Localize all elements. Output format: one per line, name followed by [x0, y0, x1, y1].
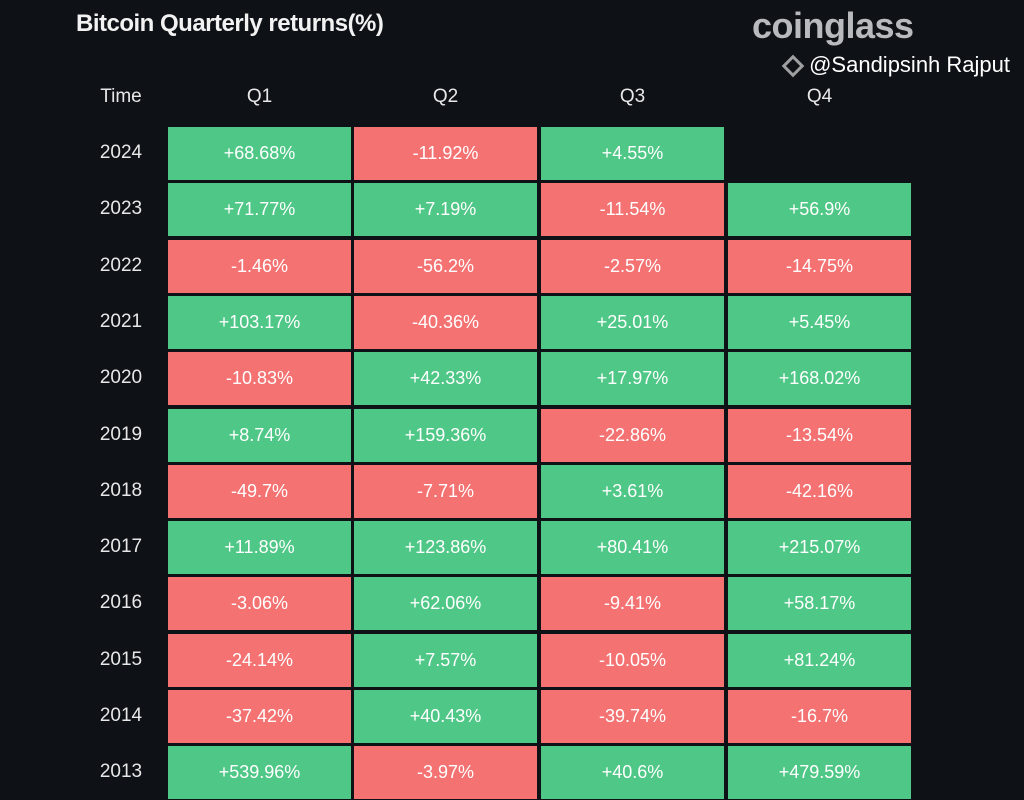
row-label-2015: 2015	[99, 648, 143, 670]
column-header-q4: Q4	[806, 86, 833, 107]
row-label-2013: 2013	[99, 761, 143, 783]
cell-2021-q3: +25.01%	[541, 295, 724, 349]
row-label-2014: 2014	[99, 705, 143, 726]
coinglass-logo: coinglass	[752, 5, 914, 46]
cell-2023-q4: +56.9%	[728, 183, 911, 237]
cell-2013-q3: +40.6%	[541, 746, 724, 800]
cell-2014-q2: +40.43%	[354, 690, 537, 743]
row-label-2022: 2022	[99, 254, 143, 276]
cell-2018-q2: -7.71%	[354, 464, 537, 518]
row-label-2023: 2023	[99, 198, 143, 220]
column-header-q1: Q1	[246, 86, 273, 107]
cell-2020-q3: +17.97%	[541, 352, 724, 406]
row-label-2020: 2020	[99, 367, 143, 389]
cell-2014-q1: -37.42%	[168, 690, 351, 743]
cell-2024-q2: -11.92%	[354, 127, 537, 180]
cell-2020-q2: +42.33%	[354, 352, 537, 406]
cell-2016-q1: -3.06%	[168, 577, 351, 631]
cell-2013-q4: +479.59%	[728, 746, 911, 800]
cell-2014-q4: -16.7%	[728, 690, 911, 743]
cell-2020-q4: +168.02%	[728, 352, 911, 406]
cell-2017-q2: +123.86%	[354, 521, 537, 575]
row-label-2021: 2021	[99, 310, 143, 332]
cell-2022-q1: -1.46%	[168, 239, 351, 293]
cell-2017-q3: +80.41%	[541, 521, 724, 575]
row-label-2016: 2016	[99, 592, 143, 614]
cell-2016-q2: +62.06%	[354, 577, 537, 631]
cell-2021-q1: +103.17%	[168, 295, 351, 349]
cell-2020-q1: -10.83%	[168, 352, 351, 406]
cell-2017-q4: +215.07%	[728, 521, 911, 575]
cell-2016-q4: +58.17%	[728, 577, 911, 631]
cell-2021-q4: +5.45%	[728, 295, 911, 349]
cell-2024-q1: +68.68%	[168, 127, 351, 180]
cell-2015-q1: -24.14%	[168, 633, 351, 687]
cell-2022-q3: -2.57%	[541, 239, 724, 293]
column-header-q2: Q2	[432, 86, 459, 107]
cell-2023-q1: +71.77%	[168, 183, 351, 237]
row-label-2019: 2019	[99, 423, 143, 445]
column-header-q3: Q3	[619, 86, 646, 107]
cell-2013-q2: -3.97%	[354, 746, 537, 800]
cell-2017-q1: +11.89%	[168, 521, 351, 575]
watermark: @Sandipsinh Rajput	[781, 52, 1010, 78]
cell-2018-q1: -49.7%	[168, 464, 351, 518]
cell-2014-q3: -39.74%	[541, 690, 724, 743]
row-label-2017: 2017	[99, 536, 143, 558]
watermark-text: @Sandipsinh Rajput	[809, 52, 1010, 77]
cell-2015-q2: +7.57%	[354, 633, 537, 687]
cell-2016-q3: -9.41%	[541, 577, 724, 631]
cell-2018-q3: +3.61%	[541, 464, 724, 518]
cell-2022-q4: -14.75%	[728, 239, 911, 293]
cell-2013-q1: +539.96%	[168, 746, 351, 800]
row-label-2018: 2018	[99, 479, 143, 501]
cell-2015-q4: +81.24%	[728, 633, 911, 687]
cell-2023-q2: +7.19%	[354, 183, 537, 237]
cell-2022-q2: -56.2%	[354, 239, 537, 293]
chart-title: Bitcoin Quarterly returns(%)	[76, 10, 384, 37]
cell-2019-q2: +159.36%	[354, 408, 537, 462]
cell-2024-q3: +4.55%	[541, 127, 724, 180]
cell-2023-q3: -11.54%	[541, 183, 724, 237]
cell-2015-q3: -10.05%	[541, 633, 724, 687]
cell-2018-q4: -42.16%	[728, 464, 911, 518]
cell-2019-q1: +8.74%	[168, 408, 351, 462]
column-header-time: Time	[100, 86, 142, 107]
binance-icon	[781, 54, 805, 78]
cell-2019-q3: -22.86%	[541, 408, 724, 462]
row-label-2024: 2024	[99, 142, 143, 163]
cell-2019-q4: -13.54%	[728, 408, 911, 462]
cell-2021-q2: -40.36%	[354, 295, 537, 349]
